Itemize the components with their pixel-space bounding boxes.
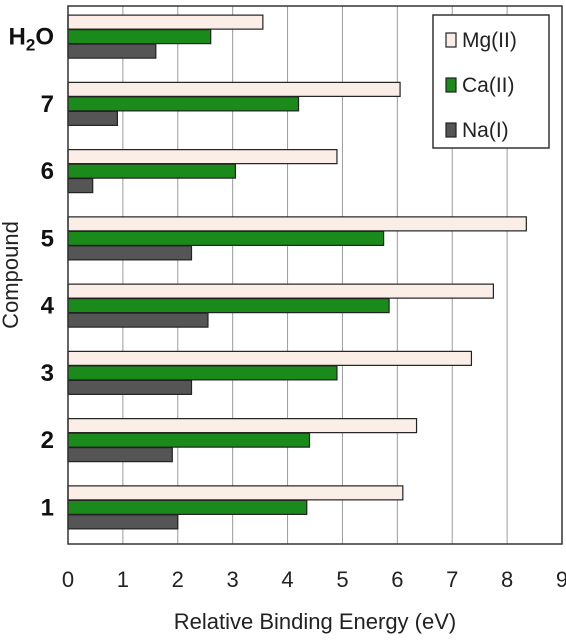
category-label: 4 — [41, 293, 55, 320]
bar-mg-ii — [67, 149, 338, 165]
x-tick-label: 0 — [62, 567, 74, 592]
category-label: 1 — [41, 494, 54, 521]
bar-na-i — [67, 110, 119, 126]
bar-mg-ii — [67, 216, 527, 232]
legend-swatch — [445, 77, 457, 93]
legend: Mg(II) Ca(II) Na(I) — [432, 14, 550, 149]
category-label: H2O — [9, 24, 54, 55]
bar-na-i — [67, 447, 173, 463]
x-axis-title: Relative Binding Energy (eV) — [174, 609, 456, 634]
x-tick-label: 5 — [336, 567, 348, 592]
legend-label: Na(I) — [462, 119, 509, 142]
legend-items: Mg(II) Ca(II) Na(I) — [445, 29, 517, 142]
x-tick-labels: 0 1 2 3 4 5 6 7 8 9 — [62, 567, 566, 592]
category-label: 7 — [41, 91, 54, 118]
bar-ca-ii — [67, 499, 308, 515]
bar-na-i — [67, 379, 193, 395]
category-label: 6 — [41, 158, 54, 185]
bar-na-i — [67, 312, 209, 328]
bar-ca-ii — [67, 365, 338, 381]
bar-na-i — [67, 43, 157, 59]
bar-na-i — [67, 514, 179, 530]
bar-ca-ii — [67, 432, 311, 448]
plot-frame — [67, 5, 563, 545]
bar-ca-ii — [67, 29, 212, 45]
legend-label: Ca(II) — [462, 74, 515, 97]
bar-mg-ii — [67, 485, 404, 501]
x-tick-label: 2 — [172, 567, 184, 592]
category-label: 2 — [41, 427, 54, 454]
category-label: 3 — [41, 360, 54, 387]
bars — [67, 14, 527, 530]
bar-ca-ii — [67, 96, 300, 112]
legend-label: Mg(II) — [462, 29, 517, 52]
x-tick-label: 1 — [117, 567, 129, 592]
x-tick-label: 3 — [227, 567, 239, 592]
bar-ca-ii — [67, 163, 237, 179]
bar-na-i — [67, 245, 193, 261]
y-axis-title: Compound — [0, 221, 23, 329]
bar-mg-ii — [67, 418, 418, 434]
bar-ca-ii — [67, 230, 385, 246]
bar-mg-ii — [67, 350, 473, 366]
legend-swatch — [445, 122, 457, 138]
category-label: 5 — [41, 225, 54, 252]
x-tick-label: 9 — [556, 567, 566, 592]
bar-na-i — [67, 178, 94, 194]
bar-mg-ii — [67, 283, 494, 299]
bar-mg-ii — [67, 81, 401, 97]
x-tick-label: 4 — [281, 567, 293, 592]
x-tick-label: 8 — [501, 567, 513, 592]
legend-swatch — [445, 32, 457, 48]
bar-mg-ii — [67, 14, 264, 30]
x-tick-label: 7 — [446, 567, 458, 592]
bar-ca-ii — [67, 298, 390, 314]
x-tick-label: 6 — [391, 567, 403, 592]
category-labels: H2O 7 6 5 4 3 2 1 — [9, 24, 55, 522]
